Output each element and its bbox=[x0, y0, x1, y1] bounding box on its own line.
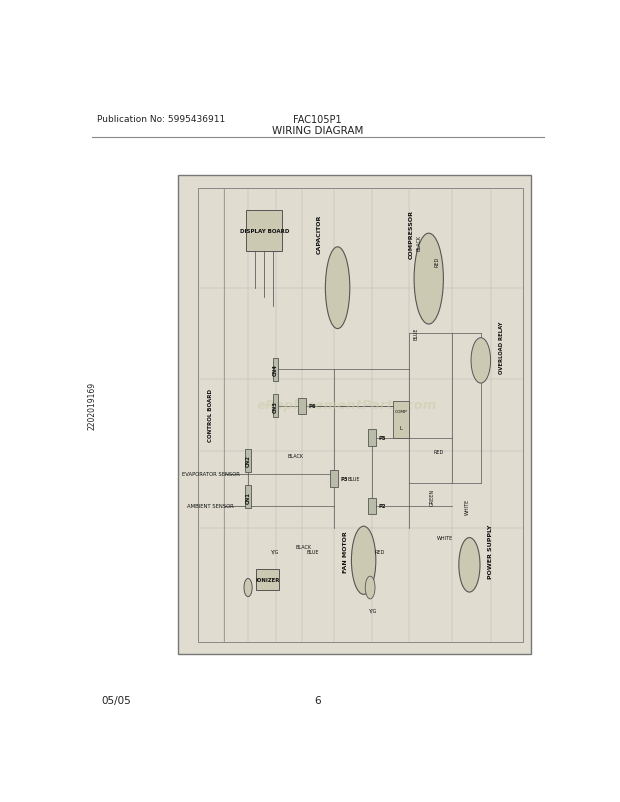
Bar bbox=[246, 486, 250, 508]
Text: GREEN: GREEN bbox=[430, 488, 435, 505]
Text: AMBIENT SENSOR: AMBIENT SENSOR bbox=[187, 504, 234, 508]
Bar bbox=[393, 402, 409, 438]
Bar bbox=[368, 430, 376, 446]
Ellipse shape bbox=[244, 579, 252, 597]
Ellipse shape bbox=[414, 234, 443, 325]
Text: 2202019169: 2202019169 bbox=[87, 381, 97, 429]
Text: IONIZER: IONIZER bbox=[255, 577, 280, 582]
Bar bbox=[273, 395, 278, 418]
Text: CN1: CN1 bbox=[246, 491, 250, 503]
Text: RED: RED bbox=[433, 449, 444, 454]
Text: WIRING DIAGRAM: WIRING DIAGRAM bbox=[272, 126, 363, 136]
Text: 05/05: 05/05 bbox=[102, 695, 131, 705]
Text: BLUE: BLUE bbox=[307, 549, 319, 554]
Text: RED: RED bbox=[374, 549, 385, 554]
Text: P2: P2 bbox=[378, 504, 386, 508]
Bar bbox=[298, 398, 306, 415]
Text: OVERLOAD RELAY: OVERLOAD RELAY bbox=[500, 321, 505, 374]
Text: Y/G: Y/G bbox=[270, 549, 278, 554]
Ellipse shape bbox=[365, 577, 375, 599]
Text: BLACK: BLACK bbox=[295, 545, 311, 549]
Text: Publication No: 5995436911: Publication No: 5995436911 bbox=[97, 115, 225, 124]
Text: P5: P5 bbox=[378, 435, 386, 440]
Ellipse shape bbox=[352, 527, 376, 594]
Text: CN2: CN2 bbox=[246, 455, 250, 467]
Text: BLUE: BLUE bbox=[413, 327, 418, 340]
Text: CN3: CN3 bbox=[273, 400, 278, 412]
Text: eReplacementParts.com: eReplacementParts.com bbox=[257, 399, 436, 411]
Bar bbox=[247, 211, 282, 252]
Text: COMPRESSOR: COMPRESSOR bbox=[409, 209, 414, 258]
Bar bbox=[330, 471, 339, 487]
Bar bbox=[273, 358, 278, 382]
Text: CAPACITOR: CAPACITOR bbox=[317, 214, 322, 253]
Text: FAC105P1: FAC105P1 bbox=[293, 115, 342, 125]
Text: P3: P3 bbox=[341, 476, 348, 481]
Text: L: L bbox=[400, 425, 402, 431]
Text: DISPLAY BOARD: DISPLAY BOARD bbox=[240, 229, 289, 234]
Bar bbox=[368, 498, 376, 514]
Text: P6: P6 bbox=[308, 404, 316, 409]
Bar bbox=[179, 176, 531, 654]
Bar bbox=[246, 449, 250, 472]
Text: CONTROL BOARD: CONTROL BOARD bbox=[208, 389, 213, 442]
Text: EVAPORATOR SENSOR: EVAPORATOR SENSOR bbox=[182, 472, 239, 477]
Text: WHITE: WHITE bbox=[437, 536, 453, 541]
Text: BLUE: BLUE bbox=[348, 476, 360, 481]
Ellipse shape bbox=[459, 538, 480, 593]
Text: CN4: CN4 bbox=[273, 364, 278, 376]
Text: 6: 6 bbox=[314, 695, 321, 705]
Text: COMP: COMP bbox=[395, 410, 407, 414]
Ellipse shape bbox=[471, 338, 490, 383]
Text: RED: RED bbox=[435, 256, 440, 266]
Text: WHITE: WHITE bbox=[465, 498, 471, 514]
Text: FAN MOTOR: FAN MOTOR bbox=[343, 531, 348, 573]
Text: BLACK: BLACK bbox=[287, 454, 303, 459]
Bar bbox=[198, 188, 523, 642]
Text: Y/G: Y/G bbox=[368, 608, 376, 613]
Ellipse shape bbox=[326, 248, 350, 329]
Text: POWER SUPPLY: POWER SUPPLY bbox=[488, 525, 493, 579]
Text: BLACK: BLACK bbox=[417, 235, 422, 251]
Bar bbox=[256, 569, 279, 590]
